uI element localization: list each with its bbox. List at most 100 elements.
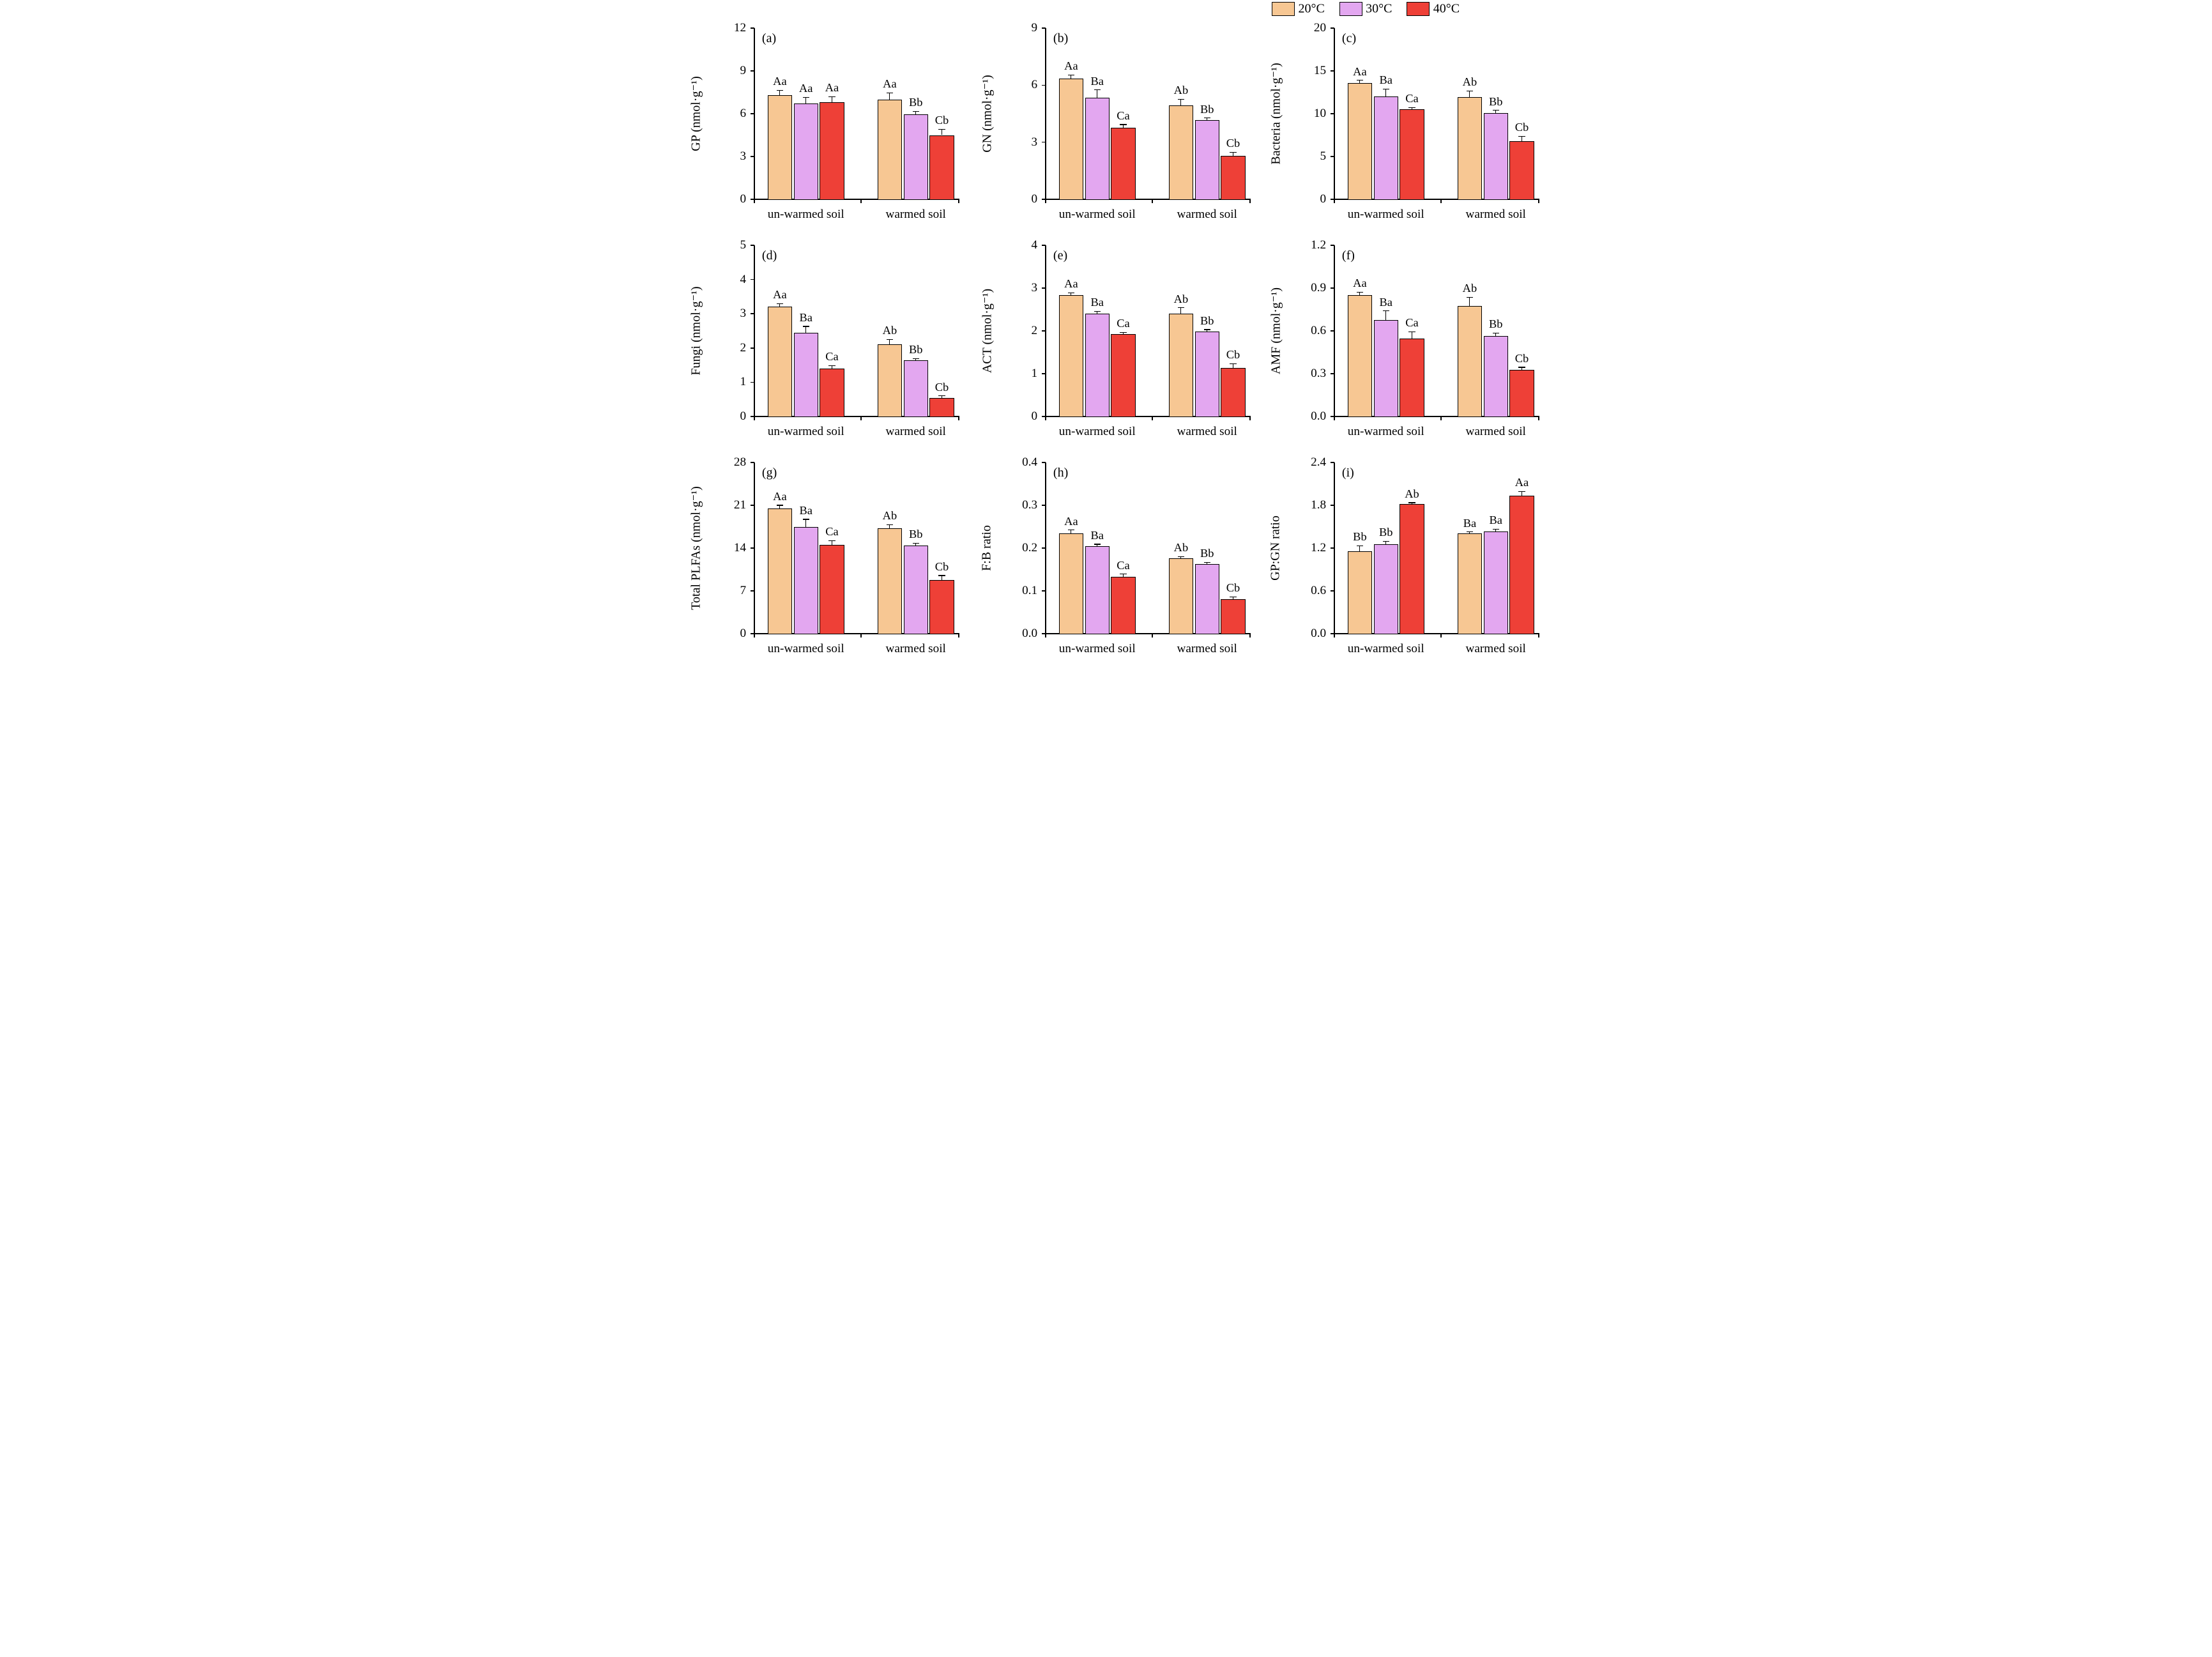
- panel-i-ytick-3: [1331, 505, 1334, 506]
- panel-d-ytick-label-3: 3: [740, 307, 747, 321]
- panel-e-bar-1: [1085, 314, 1110, 416]
- panel-e-ytick-label-3: 3: [1032, 281, 1038, 295]
- panel-i-ytick-label-2: 1.2: [1311, 541, 1326, 555]
- panel-f-bar-label-1: Ba: [1379, 296, 1392, 309]
- panel-g-ytick-label-0: 0: [740, 627, 747, 641]
- panel-g-bar-label-0: Aa: [773, 490, 786, 503]
- panel-i-ytick-1: [1331, 590, 1334, 592]
- panel-g-ytick-4: [751, 462, 754, 463]
- panel-h-xtick-0: [1045, 634, 1046, 638]
- panel-g-err-cap-3: [887, 524, 893, 525]
- panel-i-xtick-2: [1538, 634, 1539, 638]
- panel-e-group-label-0: un-warmed soil: [1059, 425, 1136, 439]
- panel-i-err-cap-3: [1467, 531, 1473, 532]
- panel-g-xtick-2: [958, 634, 959, 638]
- panel-e-xtick-2: [1249, 416, 1251, 420]
- panel-f-bar-label-3: Ab: [1463, 282, 1477, 295]
- panel-i-ytick-label-3: 1.8: [1311, 498, 1326, 512]
- panel-i-bar-0: [1348, 551, 1372, 634]
- panel-i-ytick-2: [1331, 547, 1334, 549]
- panel-i-err-stem-1: [1385, 541, 1386, 544]
- panel-d-ytick-label-1: 1: [740, 375, 747, 389]
- panel-c-ytick-1: [1331, 156, 1334, 157]
- panel-e-bar-label-1: Ba: [1090, 296, 1103, 309]
- panel-c-bar-label-2: Ca: [1405, 92, 1418, 105]
- panel-d-ytick-label-0: 0: [740, 409, 747, 424]
- panel-h-ytick-label-2: 0.2: [1022, 541, 1037, 555]
- panel-b-xtick-1: [1152, 199, 1153, 203]
- panel-d-err-cap-2: [828, 365, 835, 366]
- panel-g-err-stem-1: [805, 519, 806, 527]
- panel-g-ytick-2: [751, 547, 754, 549]
- panel-g-bar-label-4: Bb: [909, 528, 922, 541]
- panel-e-bar-5: [1221, 368, 1245, 416]
- panel-e-xtick-0: [1045, 416, 1046, 420]
- panel-e-ytick-label-4: 4: [1032, 238, 1038, 252]
- panel-b-group-label-1: warmed soil: [1177, 208, 1237, 222]
- panel-a-ytick-4: [751, 27, 754, 29]
- panel-b-ytick-2: [1042, 85, 1046, 86]
- legend-swatch-1: [1339, 2, 1362, 16]
- panel-g-ytick-label-4: 28: [734, 455, 746, 470]
- panel-b-bar-label-0: Aa: [1064, 59, 1078, 73]
- panel-d-bar-label-5: Cb: [935, 381, 949, 394]
- panel-h-xtick-1: [1152, 634, 1153, 638]
- panel-a-bar-4: [904, 114, 928, 199]
- panel-b-err-cap-1: [1094, 89, 1101, 90]
- panel-a-ytick-3: [751, 70, 754, 72]
- panel-d-bar-label-3: Ab: [883, 324, 897, 337]
- panel-f-ytick-2: [1331, 330, 1334, 332]
- panel-b-ytick-label-3: 9: [1032, 21, 1038, 35]
- panel-d-group-label-0: un-warmed soil: [768, 425, 844, 439]
- panel-h-bar-3: [1169, 558, 1193, 634]
- panel-c-group-label-1: warmed soil: [1466, 208, 1526, 222]
- panel-g-err-stem-3: [889, 525, 890, 529]
- panel-c-bar-label-4: Bb: [1489, 95, 1502, 109]
- panel-f-err-cap-1: [1383, 310, 1389, 311]
- panel-i-bar-3: [1458, 533, 1482, 634]
- panel-e-bar-4: [1195, 332, 1219, 416]
- panel-c-ytick-4: [1331, 27, 1334, 29]
- panel-f-group-label-0: un-warmed soil: [1348, 425, 1424, 439]
- panel-i-bar-label-0: Bb: [1353, 530, 1366, 544]
- legend-swatch-2: [1407, 2, 1430, 16]
- panel-e-bar-label-3: Ab: [1174, 293, 1188, 306]
- panel-h-bar-label-3: Ab: [1174, 541, 1188, 554]
- panel-b-bar-0: [1059, 79, 1083, 199]
- panel-c-bar-0: [1348, 83, 1372, 199]
- panel-d-err-stem-3: [889, 339, 890, 344]
- panel-i-ytick-label-4: 2.4: [1311, 455, 1326, 470]
- panel-h-err-cap-4: [1204, 562, 1210, 563]
- panel-i-bar-1: [1374, 544, 1398, 634]
- panel-g-ytick-label-2: 14: [734, 541, 746, 555]
- panel-c-err-cap-2: [1408, 107, 1415, 108]
- panel-b-ytick-1: [1042, 142, 1046, 143]
- panel-h-ytick-2: [1042, 547, 1046, 549]
- panel-d-tag: (d): [762, 248, 777, 263]
- panel-b-bar-label-4: Bb: [1200, 103, 1214, 116]
- panel-c-ylabel: Bacteria (nmol·g⁻¹): [1267, 63, 1283, 164]
- panel-c-ytick-label-1: 5: [1320, 149, 1327, 164]
- panel-g-ytick-3: [751, 505, 754, 506]
- panel-e-err-cap-1: [1094, 311, 1101, 312]
- panel-c-err-stem-0: [1359, 80, 1360, 83]
- panel-d-err-cap-0: [777, 303, 783, 304]
- panel-h-err-cap-3: [1178, 556, 1184, 557]
- panel-c-tag: (c): [1342, 31, 1356, 46]
- panel-b-xtick-2: [1249, 199, 1251, 203]
- panel-f-err-cap-3: [1467, 297, 1473, 298]
- panel-e-bar-label-5: Cb: [1226, 348, 1240, 362]
- panel-d-xtick-2: [958, 416, 959, 420]
- panel-b-y-axis: [1045, 28, 1046, 200]
- panel-e-tag: (e): [1053, 248, 1067, 263]
- legend-swatch-0: [1272, 2, 1295, 16]
- panel-b-ylabel: GN (nmol·g⁻¹): [979, 75, 995, 153]
- panel-c-err-cap-5: [1518, 136, 1525, 137]
- panel-f-bar-5: [1509, 370, 1534, 416]
- panel-d-bar-label-4: Bb: [909, 343, 922, 356]
- panel-f-xtick-2: [1538, 416, 1539, 420]
- panel-a-err-cap-2: [828, 96, 835, 97]
- panel-i-ytick-label-0: 0.0: [1311, 627, 1326, 641]
- panel-a-xtick-1: [860, 199, 862, 203]
- panel-h-group-label-0: un-warmed soil: [1059, 642, 1136, 656]
